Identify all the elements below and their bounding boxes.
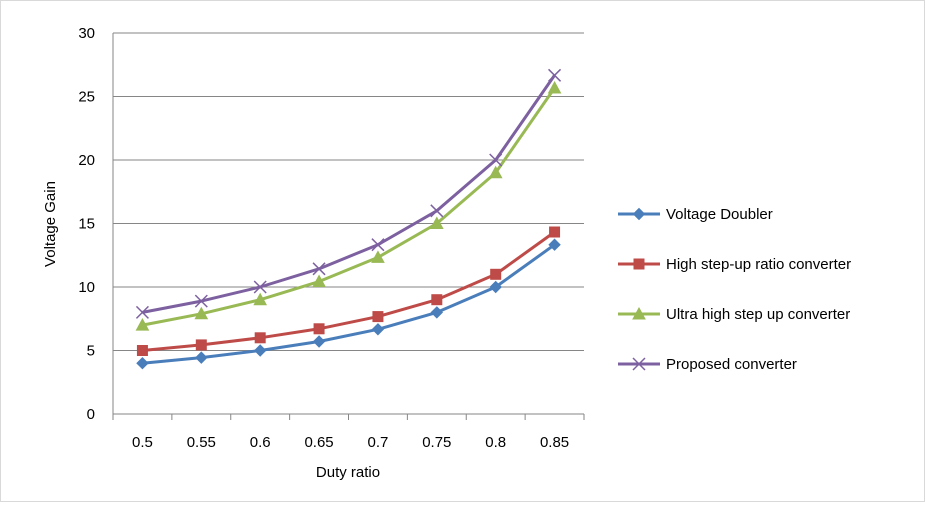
data-point bbox=[253, 280, 267, 294]
data-point bbox=[313, 323, 325, 335]
data-point bbox=[547, 80, 562, 94]
marker-stroke bbox=[194, 294, 208, 308]
x-tick-label: 0.55 bbox=[187, 434, 216, 451]
data-point bbox=[136, 345, 148, 356]
marker-stroke bbox=[548, 68, 562, 82]
data-point bbox=[253, 292, 268, 306]
data-point bbox=[253, 344, 267, 357]
series-3 bbox=[135, 80, 562, 331]
data-point bbox=[429, 216, 444, 229]
data-point bbox=[371, 323, 385, 336]
data-point bbox=[312, 262, 326, 276]
y-axis-title: Voltage Gain bbox=[42, 181, 59, 267]
data-point bbox=[489, 280, 502, 294]
data-point bbox=[135, 318, 150, 331]
legend: Voltage Doubler High step-up ratio conver… bbox=[618, 206, 851, 373]
legend-entry: Proposed converter bbox=[618, 356, 797, 373]
series-line bbox=[142, 230, 556, 352]
data-point bbox=[312, 274, 326, 288]
data-point bbox=[136, 356, 149, 370]
data-point bbox=[548, 238, 561, 251]
legend-entry: High step-up ratio converter bbox=[618, 256, 851, 273]
data-point bbox=[135, 305, 149, 319]
data-point bbox=[430, 306, 444, 319]
marker-stroke bbox=[371, 238, 385, 252]
series-line bbox=[142, 87, 556, 327]
data-point bbox=[488, 165, 503, 179]
data-point bbox=[195, 351, 208, 364]
series-line bbox=[142, 74, 556, 314]
x-tick-label: 0.7 bbox=[368, 434, 389, 451]
data-point bbox=[548, 68, 562, 82]
x-tick-label: 0.65 bbox=[304, 434, 333, 451]
data-point bbox=[371, 250, 385, 263]
data-point bbox=[431, 294, 443, 306]
marker-stroke bbox=[135, 305, 149, 319]
x-tick-label: 0.75 bbox=[422, 434, 451, 451]
legend-label: Voltage Doubler bbox=[666, 206, 773, 223]
data-point bbox=[430, 204, 444, 218]
x-tick-label: 0.8 bbox=[485, 434, 506, 451]
legend-marker bbox=[632, 207, 646, 221]
y-tick-label: 15 bbox=[78, 216, 95, 233]
marker-stroke bbox=[312, 262, 326, 276]
data-point bbox=[254, 332, 266, 344]
legend-marker bbox=[633, 258, 645, 270]
data-point bbox=[490, 268, 502, 280]
marker-stroke bbox=[430, 204, 444, 218]
x-tick-label: 0.5 bbox=[132, 434, 153, 451]
y-tick-label: 20 bbox=[78, 152, 95, 169]
y-tick-label: 10 bbox=[78, 279, 95, 296]
x-tick-label: 0.6 bbox=[250, 434, 271, 451]
gridlines bbox=[113, 32, 584, 351]
marker-stroke bbox=[632, 357, 646, 371]
data-point bbox=[195, 339, 207, 351]
data-point bbox=[194, 306, 209, 320]
series-line bbox=[142, 243, 556, 365]
y-tick-label: 25 bbox=[78, 89, 95, 106]
legend-label: Ultra high step up converter bbox=[666, 306, 850, 323]
series-lines bbox=[135, 68, 562, 370]
series-2 bbox=[136, 226, 561, 356]
axes: 0 5 10 15 20 25 30 0.5 0.55 0.6 0.65 0.7 0.75 0.8 0.85 bbox=[78, 25, 585, 451]
series-1 bbox=[136, 238, 561, 370]
y-tick-label: 0 bbox=[87, 406, 95, 423]
data-point bbox=[194, 294, 208, 308]
x-axis-title: Duty ratio bbox=[316, 464, 380, 481]
legend-marker bbox=[632, 357, 646, 371]
data-point bbox=[489, 153, 503, 167]
legend-label: Proposed converter bbox=[666, 356, 797, 373]
data-point bbox=[371, 238, 385, 252]
y-tick-label: 5 bbox=[87, 343, 95, 360]
y-tick-label: 30 bbox=[78, 25, 95, 42]
data-point bbox=[312, 335, 326, 348]
marker-stroke bbox=[253, 280, 267, 294]
legend-label: High step-up ratio converter bbox=[666, 256, 851, 273]
x-tick-label: 0.85 bbox=[540, 434, 569, 451]
marker-stroke bbox=[489, 153, 503, 167]
data-point bbox=[549, 226, 561, 238]
legend-entry: Ultra high step up converter bbox=[618, 306, 850, 323]
data-point bbox=[372, 311, 384, 323]
legend-marker bbox=[632, 306, 646, 320]
series-4 bbox=[135, 68, 562, 319]
legend-entry: Voltage Doubler bbox=[618, 206, 773, 223]
